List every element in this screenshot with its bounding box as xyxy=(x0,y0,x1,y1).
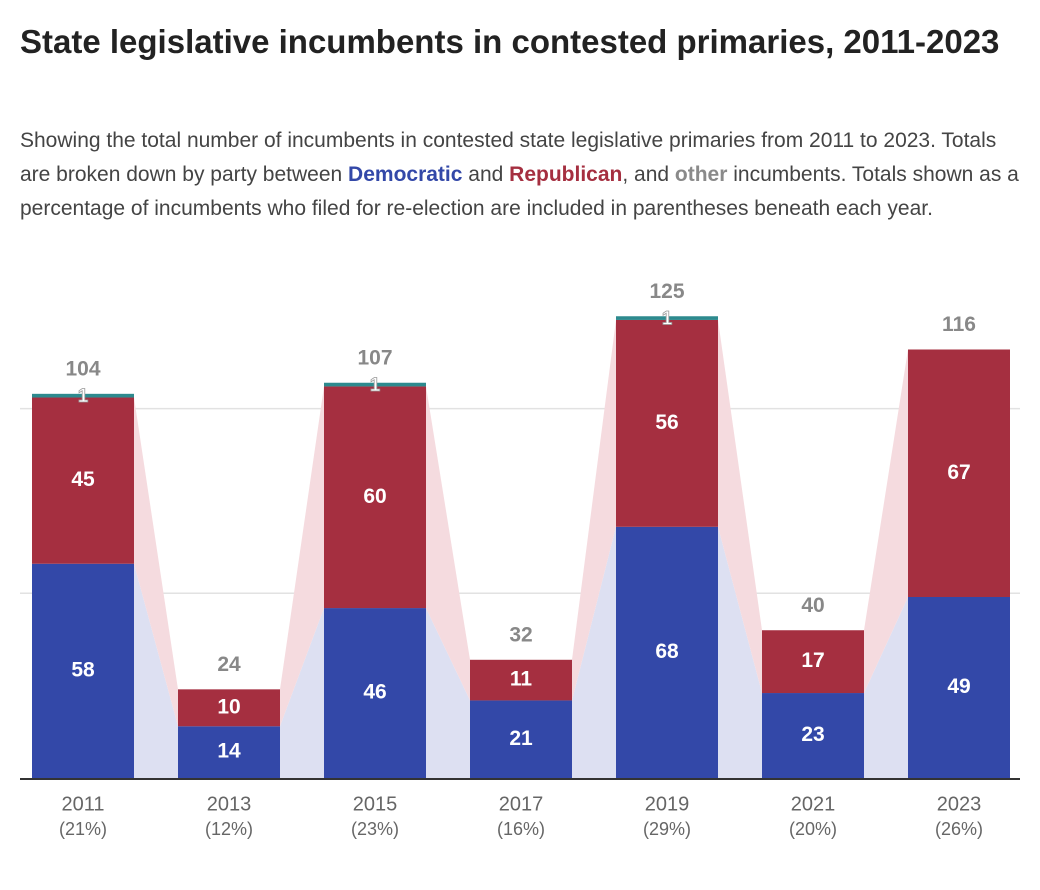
bar-other xyxy=(324,382,426,387)
republican-connector-band xyxy=(572,319,616,701)
bar-democratic xyxy=(178,726,280,778)
subtitle-text-3: , and xyxy=(622,163,675,186)
bar-democratic xyxy=(762,693,864,778)
republican-connector-band xyxy=(718,319,762,694)
subtitle-republican: Republican xyxy=(509,163,623,186)
x-axis-percent-label: (21%) xyxy=(59,819,107,839)
total-value-label: 40 xyxy=(801,594,824,617)
subtitle-text-2: and xyxy=(462,163,510,186)
republican-value-label: 60 xyxy=(363,485,386,508)
x-axis-year-label: 2013 xyxy=(207,793,252,815)
total-value-label: 107 xyxy=(357,346,392,369)
bar-other xyxy=(616,316,718,320)
democratic-value-label: 58 xyxy=(71,658,95,681)
republican-value-label: 11 xyxy=(510,668,533,691)
other-value-label: 1 xyxy=(370,375,381,396)
republican-value-label: 17 xyxy=(801,649,824,672)
bar-republican xyxy=(470,659,572,701)
bar-democratic xyxy=(908,596,1010,778)
republican-value-label: 45 xyxy=(71,468,95,491)
other-value-label: 1 xyxy=(662,308,673,329)
x-axis-percent-label: (12%) xyxy=(205,819,253,839)
subtitle-text-4: incumbents. Totals shown as a percentage… xyxy=(20,163,1019,220)
bar-republican xyxy=(908,349,1010,597)
bar-democratic xyxy=(32,563,134,778)
democratic-value-label: 23 xyxy=(801,723,824,746)
democratic-connector-band xyxy=(718,526,762,778)
bar-democratic xyxy=(616,526,718,778)
total-value-label: 24 xyxy=(217,653,241,676)
republican-connector-band xyxy=(864,349,908,694)
x-axis-year-label: 2021 xyxy=(791,793,836,815)
x-axis-year-label: 2015 xyxy=(353,793,398,815)
chart-subtitle: Showing the total number of incumbents i… xyxy=(20,124,1020,226)
republican-value-label: 10 xyxy=(217,695,240,718)
bar-democratic xyxy=(324,608,426,778)
total-value-label: 125 xyxy=(649,280,684,303)
democratic-connector-band xyxy=(572,526,616,778)
x-axis-percent-label: (16%) xyxy=(497,819,545,839)
democratic-connector-band xyxy=(280,608,324,778)
democratic-value-label: 46 xyxy=(363,681,386,704)
total-value-label: 116 xyxy=(942,313,976,336)
democratic-connector-band xyxy=(134,563,178,778)
bar-other xyxy=(32,393,134,398)
republican-connector-band xyxy=(134,397,178,727)
x-axis-percent-label: (20%) xyxy=(789,819,837,839)
x-axis-year-label: 2011 xyxy=(61,793,104,815)
stacked-bar-chart: 58 45 1 104 2011 (21%) 14 10 24 2013 (12%) 46 60 1 107… xyxy=(20,280,1020,839)
democratic-value-label: 14 xyxy=(217,740,241,763)
x-axis-year-label: 2019 xyxy=(645,793,690,815)
republican-connector-band xyxy=(426,386,470,701)
x-axis-percent-label: (29%) xyxy=(643,819,691,839)
bar-democratic xyxy=(470,700,572,778)
bar-republican xyxy=(178,689,280,727)
democratic-value-label: 21 xyxy=(509,727,533,750)
democratic-value-label: 68 xyxy=(655,640,679,663)
other-value-label: 1 xyxy=(78,386,89,407)
x-axis-year-label: 2017 xyxy=(499,793,544,815)
subtitle-other: other xyxy=(674,163,728,186)
bar-republican xyxy=(32,397,134,564)
total-value-label: 32 xyxy=(509,623,532,646)
chart-title: State legislative incumbents in conteste… xyxy=(20,23,1000,60)
republican-connector-band xyxy=(280,386,324,727)
bar-republican xyxy=(324,386,426,609)
republican-value-label: 67 xyxy=(947,461,970,484)
bar-republican xyxy=(762,630,864,694)
x-axis-percent-label: (26%) xyxy=(935,819,983,839)
democratic-connector-band xyxy=(864,596,908,778)
republican-value-label: 56 xyxy=(655,411,678,434)
subtitle-text-1: Showing the total number of incumbents i… xyxy=(20,129,997,186)
subtitle-democratic: Democratic xyxy=(348,163,463,186)
total-value-label: 104 xyxy=(65,357,100,380)
x-axis-percent-label: (23%) xyxy=(351,819,399,839)
democratic-value-label: 49 xyxy=(947,675,970,698)
bar-republican xyxy=(616,319,718,527)
democratic-connector-band xyxy=(426,608,470,778)
x-axis-year-label: 2023 xyxy=(937,793,982,815)
